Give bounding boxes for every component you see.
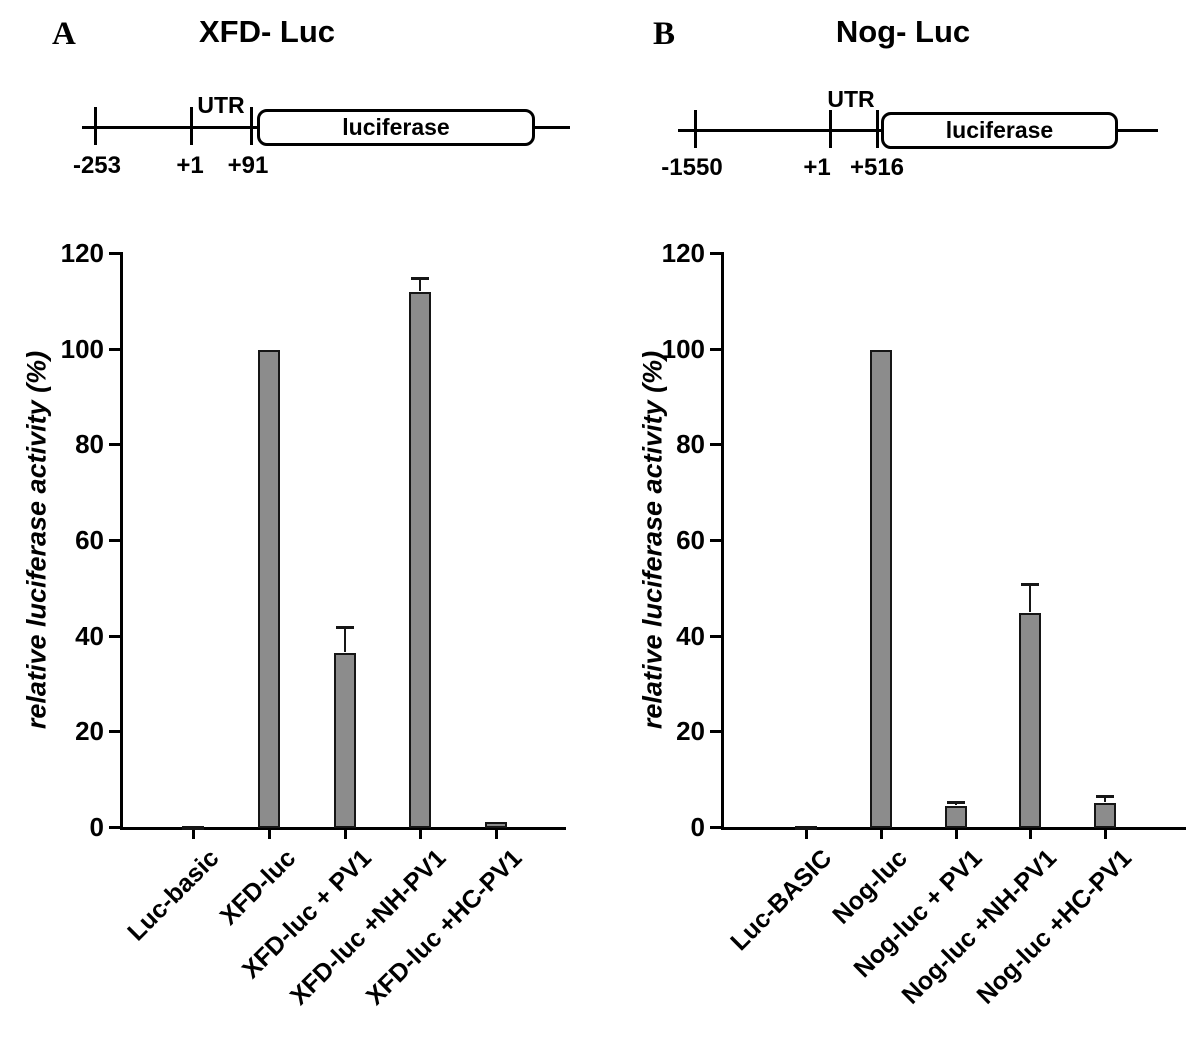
panel-b-letter: B [653,16,676,52]
coord-label: +516 [849,154,905,181]
x-axis-line [721,827,1186,830]
coord-label: +1 [803,154,831,181]
y-axis-tick [109,730,120,734]
error-bar-line [419,279,421,292]
y-tick-label: 40 [676,620,705,651]
y-tick-label: 100 [661,333,705,364]
y-tick-label: 20 [676,716,705,747]
x-axis-tick [955,830,958,839]
error-bar-line [1029,585,1031,612]
luciferase-box: luciferase [257,109,535,146]
y-axis-tick [710,443,721,447]
bar [258,349,280,828]
y-tick-label: 0 [89,812,104,842]
construct-tick-upstream [94,107,97,145]
error-bar-line [1104,797,1106,803]
y-tick-label: 60 [75,525,104,555]
y-tick-label: 20 [75,716,104,747]
coord-label: -1550 [661,154,723,181]
x-axis-tick [344,830,347,839]
bar [409,292,431,828]
error-bar-cap [411,277,429,281]
y-axis-tick [109,252,120,255]
y-axis-tick [710,252,721,255]
construct-tick-tss [190,107,193,145]
y-axis-line [120,252,123,830]
x-axis-tick [495,830,498,839]
x-axis-line [120,827,566,830]
y-axis-tick [710,826,721,829]
y-axis-tick [109,539,120,542]
y-tick-label: 80 [676,429,705,460]
error-bar-cap [1021,583,1039,587]
category-label: Luc-BASIC [725,844,838,957]
y-axis-line [721,252,724,830]
coord-label: -253 [72,152,122,179]
y-tick-label: 0 [690,812,705,842]
bar [1019,612,1041,828]
error-bar-cap [1096,795,1114,799]
luciferase-label: luciferase [945,117,1054,143]
bar [485,821,507,828]
y-tick-label: 80 [75,429,104,460]
y-axis-tick [109,443,120,447]
bar [1094,803,1116,828]
luciferase-label: luciferase [342,114,450,140]
y-axis-tick [710,730,721,734]
construct-tick-utr-end [250,107,253,145]
y-tick-label: 40 [75,620,104,651]
construct-tick-tss [829,110,832,148]
y-axis-tick [710,347,721,351]
bar [870,349,892,828]
x-axis-tick [1104,830,1107,839]
x-axis-tick [805,830,808,839]
error-bar-cap [947,801,965,805]
luciferase-box: luciferase [881,112,1118,149]
x-axis-tick [268,830,271,839]
panel-b-title: Nog- Luc [835,14,971,49]
utr-label: UTR [197,92,245,118]
y-tick-label: 100 [60,333,104,364]
utr-label: UTR [827,86,875,112]
y-axis-tick [710,539,721,542]
y-axis-tick [109,826,120,829]
y-tick-label: 120 [60,238,104,268]
y-tick-label: 120 [661,238,705,268]
x-axis-tick [1029,830,1032,839]
x-axis-tick [419,830,422,839]
bar [182,825,204,830]
y-axis-tick [109,634,120,638]
bar [945,806,967,828]
panel-a-title: XFD- Luc [198,14,336,49]
y-axis-tick [109,347,120,351]
category-label: Nog-luc + PV1 [848,844,988,984]
bar [795,825,817,830]
y-axis-title: relative luciferase activity (%) [637,350,668,730]
x-axis-tick [880,830,883,839]
y-axis-tick [710,634,721,638]
construct-tick-upstream [694,110,697,148]
x-axis-tick [192,830,195,839]
y-tick-label: 60 [676,525,705,555]
error-bar-line [955,803,957,806]
bar [334,653,356,828]
error-bar-line [344,628,346,653]
error-bar-cap [336,626,354,630]
coord-label: +1 [176,152,204,179]
coord-label: +91 [227,152,269,179]
construct-tick-utr-end [876,110,879,148]
panel-a-letter: A [52,16,76,52]
